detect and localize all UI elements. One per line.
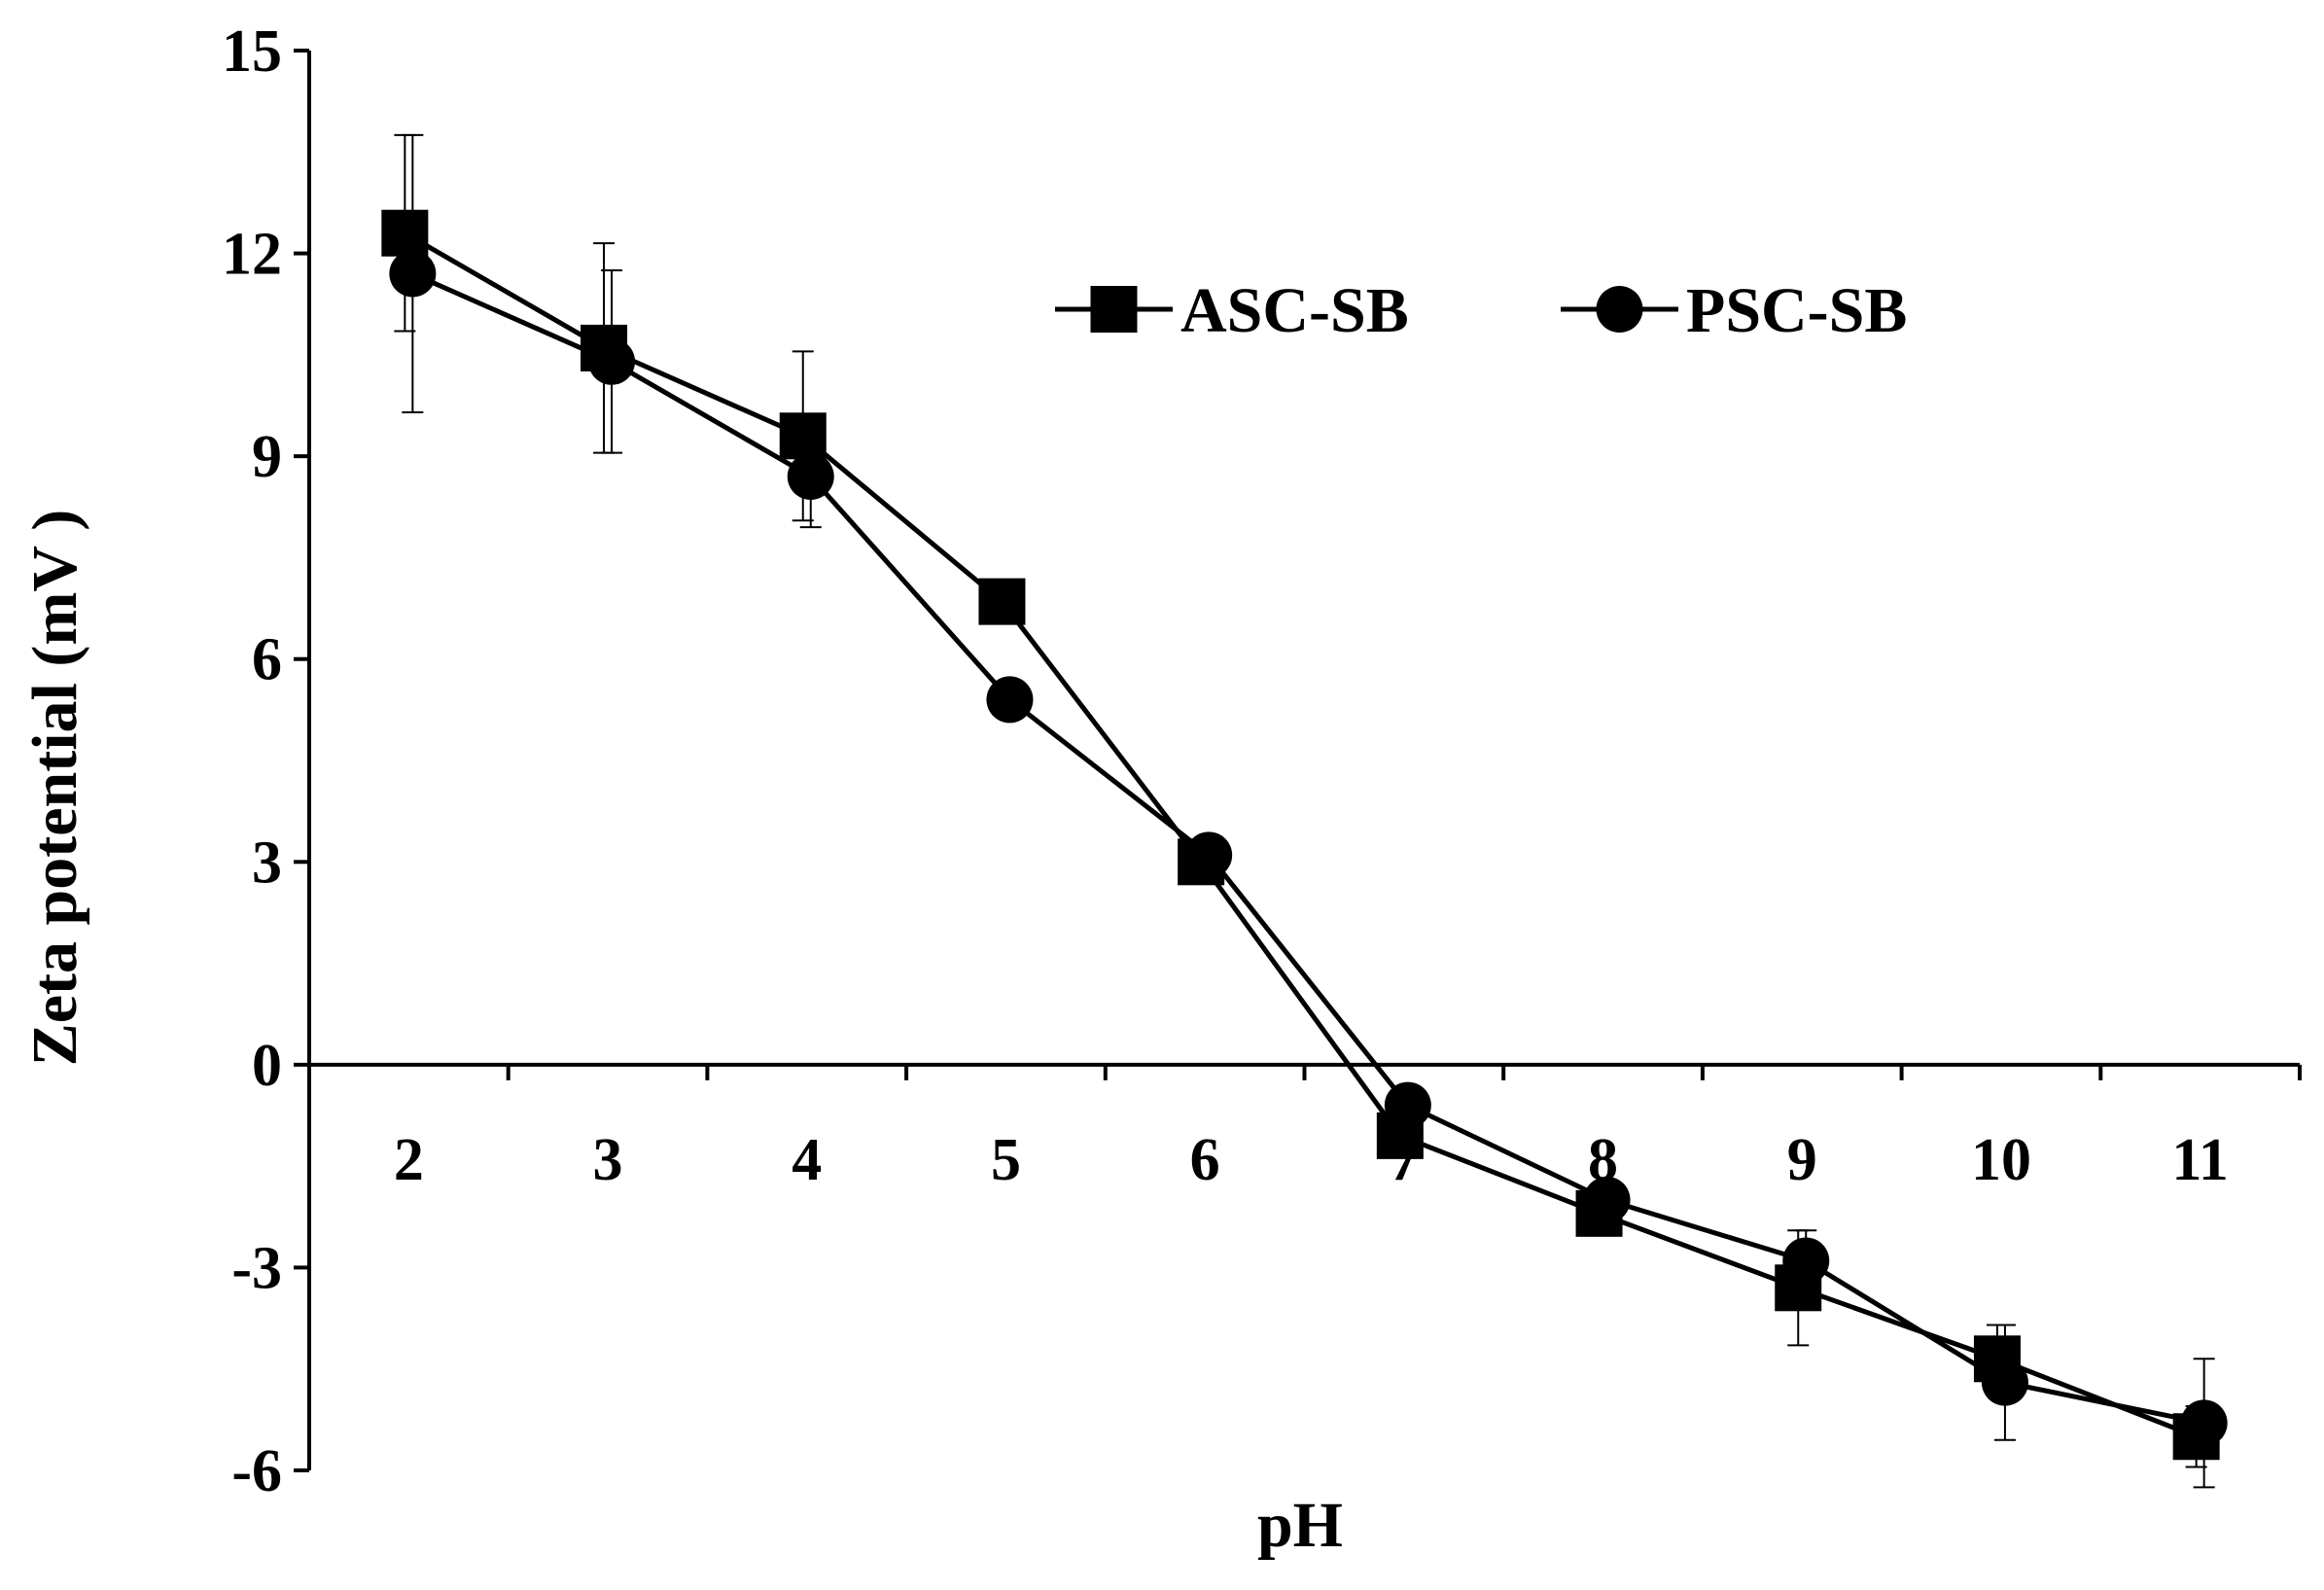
data-point-circle (986, 676, 1034, 724)
legend-marker-circle (1596, 286, 1643, 333)
data-point-circle (1782, 1237, 1830, 1285)
y-tick-label: 0 (252, 1033, 282, 1099)
data-point-circle (1583, 1176, 1631, 1223)
x-tick-label: 2 (394, 1127, 424, 1193)
y-axis-title: Zeta potential (mV ) (19, 510, 90, 1067)
x-tick-label: 11 (2171, 1127, 2229, 1193)
series-psc-sb (389, 133, 2228, 1489)
x-tick-label: 4 (792, 1127, 822, 1193)
x-tick-label: 9 (1787, 1127, 1817, 1193)
legend-item-psc-sb: PSC-SB (1561, 275, 1907, 346)
y-tick-label: -3 (231, 1235, 282, 1301)
y-tick-label: 12 (222, 222, 282, 288)
data-point-circle (1981, 1359, 2028, 1406)
series-layer (381, 133, 2228, 1489)
legend: ASC-SB PSC-SB (1055, 275, 1907, 346)
x-axis-title: pH (1257, 1490, 1343, 1561)
y-tick-label: 3 (252, 830, 282, 896)
legend-item-asc-sb: ASC-SB (1055, 275, 1409, 346)
legend-marker-square (1090, 286, 1138, 333)
x-tick-label: 5 (991, 1127, 1021, 1193)
data-point-circle (1384, 1081, 1431, 1129)
data-point-circle (787, 453, 834, 500)
data-point-square (978, 578, 1026, 625)
data-point-circle (1185, 831, 1233, 879)
data-point-square (381, 209, 429, 257)
y-tick-label: 15 (222, 18, 282, 85)
y-tick-label: 9 (252, 424, 282, 490)
x-tick-label: 6 (1190, 1127, 1220, 1193)
data-point-circle (389, 250, 437, 298)
x-tick-label: 3 (593, 1127, 623, 1193)
y-tick-label: -6 (231, 1438, 282, 1504)
y-tick-label: 6 (252, 627, 282, 693)
data-point-square (779, 412, 827, 460)
series-line (411, 271, 2205, 1426)
series-line (404, 230, 2198, 1439)
x-tick-label: 10 (1971, 1127, 2031, 1193)
data-point-circle (2180, 1399, 2228, 1447)
data-point-circle (588, 337, 636, 385)
legend-label: ASC-SB (1180, 275, 1409, 346)
legend-label: PSC-SB (1686, 275, 1907, 346)
